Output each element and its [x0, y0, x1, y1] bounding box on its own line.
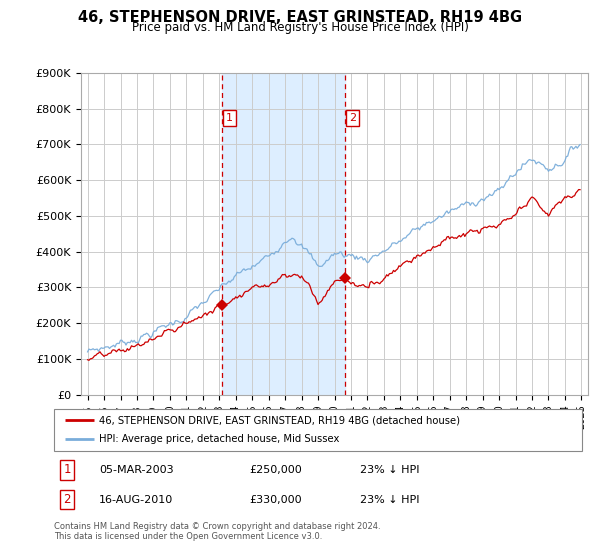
- Text: 2: 2: [64, 493, 71, 506]
- Text: £250,000: £250,000: [250, 465, 302, 475]
- Bar: [222, 73, 345, 395]
- Text: £330,000: £330,000: [250, 494, 302, 505]
- Text: Contains HM Land Registry data © Crown copyright and database right 2024.
This d: Contains HM Land Registry data © Crown c…: [54, 522, 380, 542]
- Text: 2: 2: [349, 113, 356, 123]
- Text: 23% ↓ HPI: 23% ↓ HPI: [360, 465, 420, 475]
- Text: 46, STEPHENSON DRIVE, EAST GRINSTEAD, RH19 4BG (detached house): 46, STEPHENSON DRIVE, EAST GRINSTEAD, RH…: [99, 415, 460, 425]
- Text: Price paid vs. HM Land Registry's House Price Index (HPI): Price paid vs. HM Land Registry's House …: [131, 21, 469, 34]
- Text: 16-AUG-2010: 16-AUG-2010: [99, 494, 173, 505]
- Text: 46, STEPHENSON DRIVE, EAST GRINSTEAD, RH19 4BG: 46, STEPHENSON DRIVE, EAST GRINSTEAD, RH…: [78, 10, 522, 25]
- Text: HPI: Average price, detached house, Mid Sussex: HPI: Average price, detached house, Mid …: [99, 435, 339, 445]
- Text: 1: 1: [64, 464, 71, 477]
- Text: 23% ↓ HPI: 23% ↓ HPI: [360, 494, 420, 505]
- Text: 1: 1: [226, 113, 233, 123]
- Text: 05-MAR-2003: 05-MAR-2003: [99, 465, 173, 475]
